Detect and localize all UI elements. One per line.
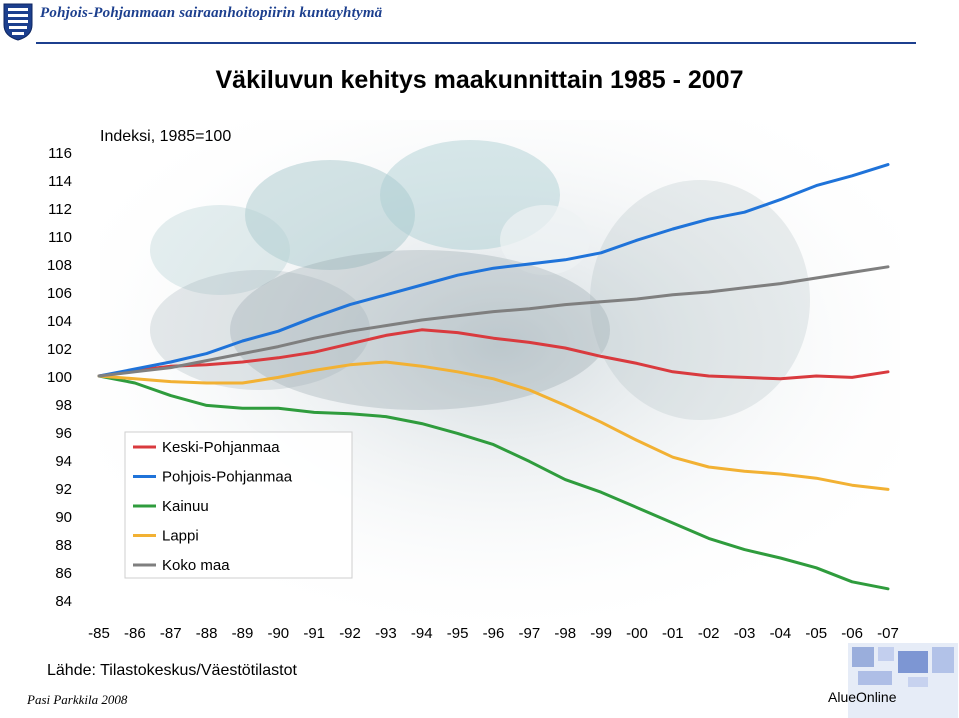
- y-tick-label: 110: [48, 229, 72, 246]
- x-tick-label: -98: [554, 625, 576, 642]
- x-tick-label: -97: [519, 625, 541, 642]
- legend-label: Keski-Pohjanmaa: [162, 439, 280, 456]
- y-tick-label: 106: [47, 285, 72, 302]
- author-credit: Pasi Parkkila 2008: [27, 692, 128, 707]
- legend: Keski-Pohjanmaa Pohjois-Pohjanmaa Kainuu La…: [124, 431, 353, 579]
- series-line-3: [97, 360, 890, 491]
- x-tick-label: -86: [124, 625, 146, 642]
- x-tick-label: -02: [698, 625, 720, 642]
- x-tick-label: -99: [590, 625, 612, 642]
- y-axis-ticks: 84 86 88 90 92 94 96 98 100 102 104 106 108 110 112 114…: [47, 145, 72, 610]
- x-tick-label: -95: [447, 625, 469, 642]
- x-tick-label: -96: [483, 625, 505, 642]
- series-line-1: [97, 163, 890, 378]
- series-lines: [97, 163, 890, 591]
- y-tick-label: 84: [55, 593, 72, 610]
- x-tick-label: -06: [841, 625, 863, 642]
- x-tick-label: -87: [160, 625, 182, 642]
- x-tick-label: -05: [805, 625, 827, 642]
- y-tick-label: 102: [47, 341, 72, 358]
- x-tick-label: -04: [770, 625, 792, 642]
- x-tick-label: -91: [303, 625, 325, 642]
- series-line-2: [97, 374, 890, 591]
- legend-label: Pohjois-Pohjanmaa: [162, 469, 293, 486]
- y-axis-label: Indeksi, 1985=100: [100, 128, 231, 145]
- y-tick-label: 104: [47, 313, 72, 330]
- y-tick-label: 88: [55, 537, 72, 554]
- y-tick-label: 98: [55, 397, 72, 414]
- y-tick-label: 100: [47, 369, 72, 386]
- y-tick-label: 108: [47, 257, 72, 274]
- legend-label: Koko maa: [162, 557, 230, 574]
- source-note: Lähde: Tilastokeskus/Väestötilastot: [47, 662, 297, 679]
- legend-label: Kainuu: [162, 498, 209, 515]
- x-tick-label: -90: [267, 625, 289, 642]
- series-line-4: [97, 265, 890, 378]
- x-tick-label: -88: [196, 625, 218, 642]
- legend-label: Lappi: [162, 528, 199, 545]
- y-tick-label: 86: [55, 565, 72, 582]
- organization-name: Pohjois-Pohjanmaan sairaanhoitopiirin ku…: [40, 5, 383, 21]
- x-tick-label: -94: [411, 625, 433, 642]
- x-tick-label: -93: [375, 625, 397, 642]
- x-tick-label: -89: [232, 625, 254, 642]
- header-bar: Pohjois-Pohjanmaan sairaanhoitopiirin ku…: [0, 0, 959, 46]
- y-tick-label: 116: [48, 145, 72, 162]
- y-tick-label: 92: [55, 481, 72, 498]
- x-tick-label: -92: [339, 625, 361, 642]
- crest-logo-icon: [3, 3, 33, 41]
- x-tick-label: -03: [734, 625, 756, 642]
- y-tick-label: 94: [55, 453, 72, 470]
- y-tick-label: 90: [55, 509, 72, 526]
- series-line-0: [97, 328, 890, 381]
- alueonline-logo-icon: [848, 643, 958, 718]
- x-tick-label: -07: [877, 625, 899, 642]
- y-tick-label: 96: [55, 425, 72, 442]
- y-tick-label: 114: [48, 173, 72, 190]
- header-divider: [36, 42, 916, 44]
- x-tick-label: -85: [88, 625, 110, 642]
- chart-title: Väkiluvun kehitys maakunnittain 1985 - 2…: [215, 66, 744, 94]
- x-tick-label: -01: [662, 625, 684, 642]
- x-tick-label: -00: [626, 625, 648, 642]
- brand-name: AlueOnline: [828, 689, 897, 705]
- y-tick-label: 112: [48, 201, 72, 218]
- x-axis-ticks: -85 -86 -87 -88 -89 -90 -91 -92 -93 -94 -95 -96 -97-…: [88, 625, 899, 642]
